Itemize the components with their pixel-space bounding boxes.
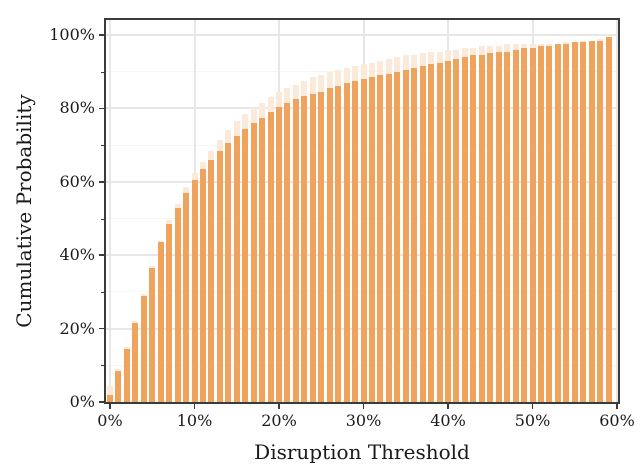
bar-primary bbox=[267, 112, 274, 402]
bar-primary bbox=[521, 47, 528, 402]
y-tick-mark bbox=[99, 107, 104, 110]
bar-primary bbox=[276, 106, 282, 402]
bar-primary bbox=[343, 82, 350, 402]
y-tick-label: 100% bbox=[49, 25, 95, 44]
y-minor-tick-mark bbox=[101, 145, 104, 147]
x-tick-label: 0% bbox=[97, 411, 123, 430]
bar-secondary bbox=[107, 385, 113, 402]
bar-primary bbox=[318, 91, 325, 402]
x-axis-title: Disruption Threshold bbox=[254, 440, 470, 464]
bar-primary bbox=[453, 58, 460, 402]
gridline-vertical-major bbox=[109, 20, 111, 402]
x-tick-label: 20% bbox=[261, 411, 297, 430]
x-tick-mark bbox=[616, 404, 618, 409]
bar-primary bbox=[174, 207, 181, 402]
bar-primary bbox=[588, 40, 595, 402]
bar-primary bbox=[301, 95, 308, 402]
gridline-vertical-major bbox=[616, 20, 618, 402]
bar-primary bbox=[537, 46, 544, 402]
bar-primary bbox=[115, 370, 122, 402]
x-tick-mark bbox=[447, 404, 449, 409]
x-tick-label: 30% bbox=[345, 411, 382, 430]
bar-primary bbox=[428, 64, 435, 402]
bar-primary bbox=[402, 69, 409, 402]
bar-primary bbox=[478, 55, 485, 402]
bar-primary bbox=[352, 80, 359, 402]
x-tick-label: 50% bbox=[514, 411, 551, 430]
bar-primary bbox=[571, 42, 578, 402]
y-axis-title: Cumulative Probability bbox=[12, 94, 36, 328]
bar-primary bbox=[335, 86, 342, 402]
bar-primary bbox=[149, 268, 156, 402]
bar-primary bbox=[225, 143, 232, 402]
bar-primary bbox=[605, 36, 612, 402]
x-tick-label: 10% bbox=[176, 411, 213, 430]
bar-primary bbox=[504, 51, 511, 402]
x-tick-label: 60% bbox=[599, 411, 635, 430]
bar-primary bbox=[461, 57, 468, 402]
y-minor-tick-mark bbox=[101, 71, 104, 73]
bar-primary bbox=[191, 180, 198, 402]
bar-primary bbox=[529, 47, 536, 402]
bar-primary bbox=[368, 77, 375, 402]
x-tick-label: 40% bbox=[430, 411, 466, 430]
bar-primary bbox=[385, 73, 392, 402]
y-tick-label: 60% bbox=[59, 171, 95, 191]
bar-primary bbox=[512, 49, 519, 402]
bar-primary bbox=[360, 79, 367, 402]
bar-primary bbox=[250, 123, 257, 402]
bar-primary bbox=[470, 55, 477, 402]
bar-primary bbox=[597, 40, 604, 402]
bar-primary bbox=[208, 159, 215, 402]
y-tick-label: 40% bbox=[59, 245, 95, 265]
y-tick-mark bbox=[99, 401, 104, 403]
bar-primary bbox=[495, 51, 502, 402]
y-tick-mark bbox=[99, 254, 104, 256]
y-minor-tick-mark bbox=[101, 218, 104, 220]
bar-primary bbox=[326, 88, 333, 402]
bar-primary bbox=[554, 44, 561, 402]
x-tick-mark bbox=[109, 404, 111, 409]
bar-primary bbox=[157, 242, 164, 402]
bar-primary bbox=[216, 150, 223, 402]
bar-primary bbox=[183, 192, 190, 402]
bar-primary bbox=[563, 44, 570, 402]
bar-primary bbox=[445, 60, 451, 402]
y-tick-label: 20% bbox=[59, 318, 95, 338]
bar-primary bbox=[166, 224, 173, 402]
bar-primary bbox=[284, 102, 291, 402]
y-tick-mark bbox=[99, 327, 104, 330]
bar-primary bbox=[436, 62, 443, 402]
bar-primary bbox=[233, 135, 240, 402]
bar-primary bbox=[292, 99, 299, 402]
bar-primary bbox=[132, 323, 139, 402]
bar-primary bbox=[123, 348, 130, 402]
bar-primary bbox=[580, 42, 587, 402]
y-minor-tick-mark bbox=[101, 291, 104, 293]
bar-primary bbox=[309, 93, 316, 402]
bar-primary bbox=[546, 46, 553, 402]
bar-primary bbox=[107, 394, 113, 402]
bar-primary bbox=[259, 117, 266, 402]
bar-primary bbox=[140, 295, 147, 402]
plot-area bbox=[104, 18, 620, 404]
bar-primary bbox=[199, 169, 206, 402]
gridline-horizontal-major bbox=[106, 34, 618, 36]
x-tick-mark bbox=[278, 404, 280, 409]
bar-primary bbox=[411, 68, 418, 402]
y-tick-label: 80% bbox=[59, 98, 95, 118]
y-minor-tick-mark bbox=[101, 365, 104, 367]
bar-primary bbox=[487, 53, 494, 402]
y-tick-mark bbox=[99, 34, 104, 36]
bar-primary bbox=[242, 128, 249, 402]
bar-primary bbox=[419, 66, 426, 402]
y-tick-mark bbox=[99, 181, 104, 183]
bar-primary bbox=[394, 71, 401, 402]
bar-primary bbox=[377, 75, 384, 402]
y-tick-label: 0% bbox=[69, 392, 95, 411]
x-tick-mark bbox=[193, 404, 196, 409]
x-tick-mark bbox=[531, 404, 534, 409]
x-tick-mark bbox=[362, 404, 365, 409]
